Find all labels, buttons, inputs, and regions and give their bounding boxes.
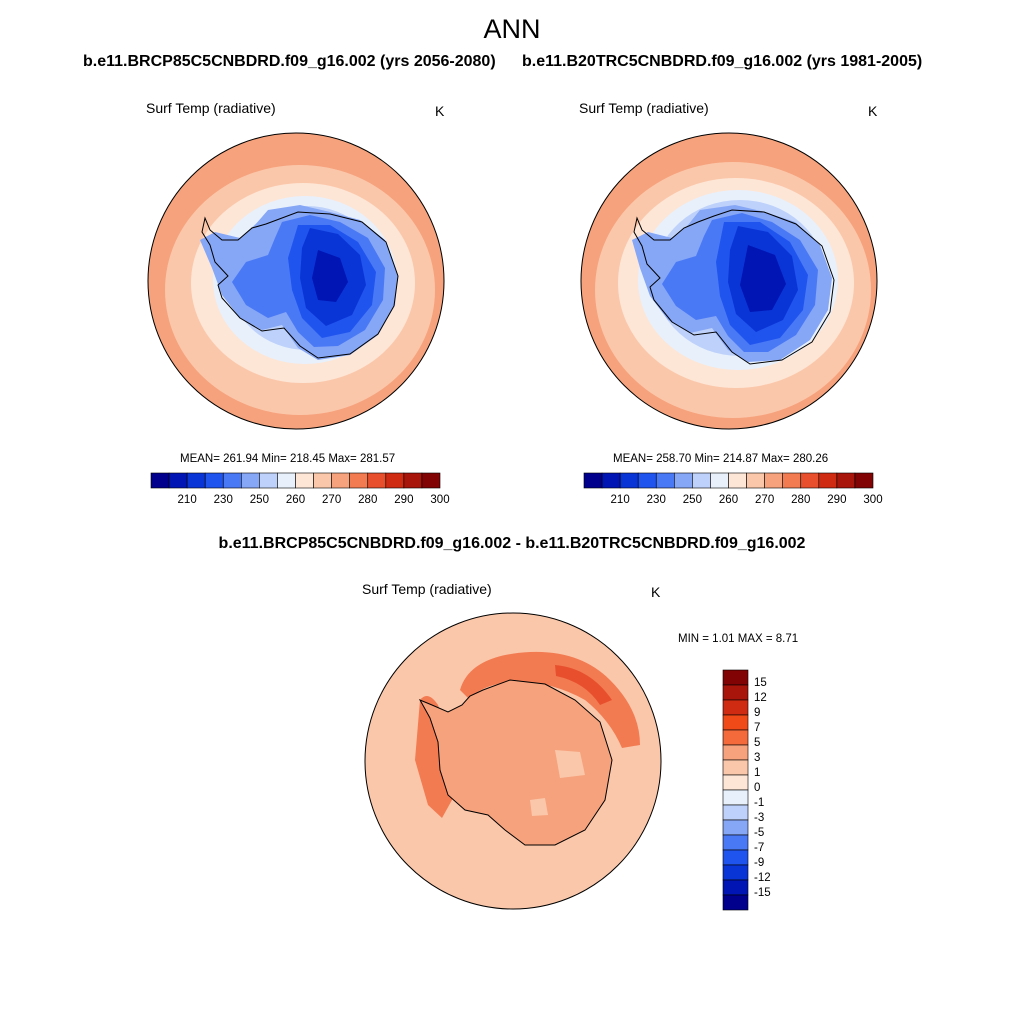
colorbar-tick-label: 260 xyxy=(718,494,739,506)
colorbar-cell xyxy=(854,472,874,489)
colorbar-cell xyxy=(746,472,765,489)
colorbar-tick-label: 300 xyxy=(430,494,450,506)
colorbar-cell xyxy=(722,804,749,821)
colorbar-right xyxy=(583,472,874,489)
panel-right-stats: MEAN= 258.70 Min= 214.87 Max= 280.26 xyxy=(613,453,829,465)
colorbar-cell xyxy=(150,472,170,489)
colorbar-cell xyxy=(277,472,296,489)
colorbar-cell xyxy=(619,472,639,489)
colorbar-cell xyxy=(313,472,332,489)
colorbar-cell xyxy=(259,472,278,489)
panel-right-units: K xyxy=(868,103,878,119)
colorbar-tick-label: 250 xyxy=(249,494,269,506)
colorbar-tick-label: 210 xyxy=(177,494,197,506)
map-difference xyxy=(365,613,661,909)
colorbar-cell xyxy=(722,669,749,686)
colorbar-tick-label: 290 xyxy=(394,494,414,506)
colorbar-cell xyxy=(722,699,749,716)
difference-variable: Surf Temp (radiative) xyxy=(362,581,492,597)
colorbar-cell xyxy=(168,472,188,489)
colorbar-cell xyxy=(204,472,224,489)
colorbar-cell xyxy=(331,472,350,489)
colorbar-tick-label: -15 xyxy=(754,887,771,899)
colorbar-cell xyxy=(722,759,749,776)
colorbar-cell xyxy=(722,744,749,761)
panel-left-variable: Surf Temp (radiative) xyxy=(146,100,276,116)
colorbar-cell xyxy=(764,472,783,489)
colorbar-tick-label: 12 xyxy=(754,692,767,704)
map-left-rcp85 xyxy=(148,133,444,429)
colorbar-cell xyxy=(722,879,749,896)
colorbar-difference xyxy=(722,669,749,911)
colorbar-cell xyxy=(367,472,387,489)
colorbar-tick-label: 15 xyxy=(754,677,767,689)
colorbar-cell xyxy=(403,472,423,489)
colorbar-tick-label: 230 xyxy=(213,494,233,506)
colorbar-tick-label: -1 xyxy=(754,797,765,809)
colorbar-tick-label: 230 xyxy=(646,494,666,506)
colorbar-tick-label: 7 xyxy=(754,722,761,734)
colorbar-tick-label: 0 xyxy=(754,782,761,794)
map-right-historical xyxy=(581,133,877,429)
colorbar-cell xyxy=(710,472,729,489)
colorbar-cell xyxy=(637,472,657,489)
colorbar-cell xyxy=(722,684,749,701)
colorbar-cell xyxy=(674,472,693,489)
colorbar-cell xyxy=(722,789,749,806)
colorbar-cell xyxy=(421,472,441,489)
colorbar-cell xyxy=(722,819,749,836)
colorbar-tick-label: -7 xyxy=(754,842,765,854)
colorbar-tick-label: 1 xyxy=(754,767,761,779)
colorbar-cell xyxy=(836,472,856,489)
colorbar-cell xyxy=(722,774,749,791)
colorbar-tick-label: -12 xyxy=(754,872,771,884)
colorbar-tick-label: 270 xyxy=(755,494,775,506)
colorbar-cell xyxy=(222,472,242,489)
plot-title: ANN xyxy=(483,14,541,44)
colorbar-cell xyxy=(385,472,405,489)
colorbar-cell xyxy=(349,472,369,489)
panel-right-case-title: b.e11.B20TRC5CNBDRD.f09_g16.002 (yrs 198… xyxy=(522,53,923,70)
colorbar-tick-label: -3 xyxy=(754,812,765,824)
colorbar-cell xyxy=(722,834,749,851)
difference-stats: MIN = 1.01 MAX = 8.71 xyxy=(678,633,799,645)
colorbar-tick-label: 210 xyxy=(610,494,630,506)
colorbar-tick-label: 9 xyxy=(754,707,761,719)
colorbar-cell xyxy=(295,472,314,489)
colorbar-cell xyxy=(728,472,747,489)
colorbar-cell xyxy=(722,714,749,731)
panel-right-variable: Surf Temp (radiative) xyxy=(579,100,709,116)
colorbar-cell xyxy=(800,472,820,489)
colorbar-left xyxy=(150,472,441,489)
colorbar-tick-label: 290 xyxy=(827,494,847,506)
colorbar-cell xyxy=(241,472,260,489)
colorbar-cell xyxy=(583,472,603,489)
panel-left-units: K xyxy=(435,103,445,119)
colorbar-cell xyxy=(186,472,206,489)
colorbar-cell xyxy=(818,472,838,489)
colorbar-tick-label: 260 xyxy=(285,494,306,506)
colorbar-tick-label: -9 xyxy=(754,857,765,869)
colorbar-cell xyxy=(782,472,802,489)
panel-left-case-title: b.e11.BRCP85C5CNBDRD.f09_g16.002 (yrs 20… xyxy=(83,53,496,70)
colorbar-tick-label: -5 xyxy=(754,827,765,839)
colorbar-tick-label: 250 xyxy=(682,494,702,506)
colorbar-cell xyxy=(692,472,711,489)
difference-title: b.e11.BRCP85C5CNBDRD.f09_g16.002 - b.e11… xyxy=(218,535,806,552)
colorbar-tick-label: 270 xyxy=(322,494,342,506)
colorbar-tick-label: 280 xyxy=(791,494,811,506)
colorbar-cell xyxy=(722,894,749,911)
colorbar-cell xyxy=(722,849,749,866)
colorbar-tick-label: 280 xyxy=(358,494,378,506)
colorbar-tick-label: 5 xyxy=(754,737,761,749)
difference-units: K xyxy=(651,584,661,600)
colorbar-cell xyxy=(601,472,621,489)
colorbar-cell xyxy=(722,864,749,881)
colorbar-tick-label: 300 xyxy=(863,494,883,506)
colorbar-tick-label: 3 xyxy=(754,752,761,764)
colorbar-cell xyxy=(722,729,749,746)
colorbar-cell xyxy=(655,472,675,489)
panel-left-stats: MEAN= 261.94 Min= 218.45 Max= 281.57 xyxy=(180,453,396,465)
